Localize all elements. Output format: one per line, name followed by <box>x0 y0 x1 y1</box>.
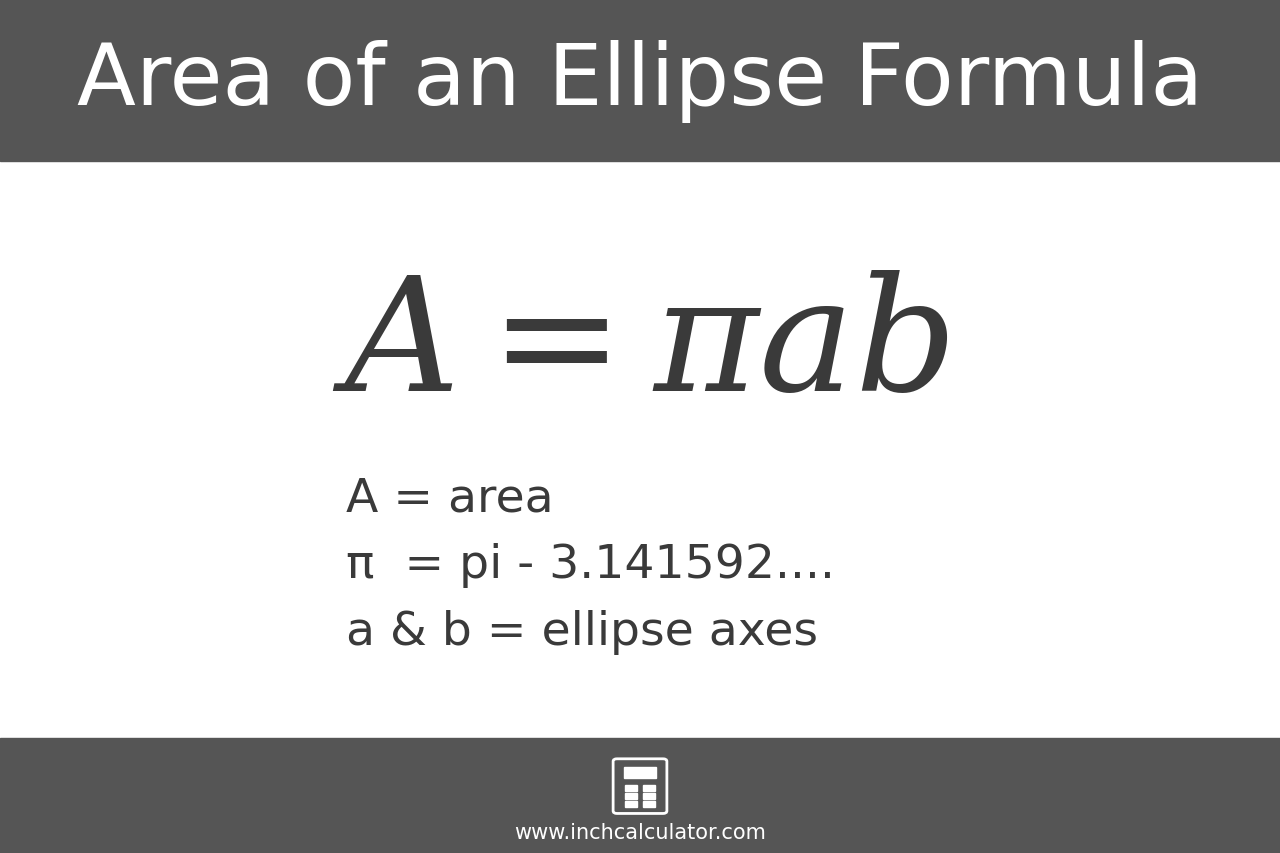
Bar <box>625 793 637 798</box>
Bar <box>625 768 655 778</box>
Bar <box>643 786 655 791</box>
Text: www.inchcalculator.com: www.inchcalculator.com <box>515 822 765 842</box>
Bar <box>643 802 655 807</box>
Bar <box>643 793 655 798</box>
Bar <box>625 786 637 791</box>
Text: $\mathit{A} = \mathit{\pi ab}$: $\mathit{A} = \mathit{\pi ab}$ <box>332 269 948 424</box>
Text: a & b = ellipse axes: a & b = ellipse axes <box>346 609 818 653</box>
Text: A = area: A = area <box>346 477 553 521</box>
Bar <box>0 738 1280 853</box>
Bar <box>0 0 1280 162</box>
Bar <box>625 802 637 807</box>
Text: π  = pi - 3.141592....: π = pi - 3.141592.... <box>346 543 835 588</box>
Bar <box>0 162 1280 738</box>
Text: Area of an Ellipse Formula: Area of an Ellipse Formula <box>77 39 1203 123</box>
FancyBboxPatch shape <box>613 759 667 814</box>
